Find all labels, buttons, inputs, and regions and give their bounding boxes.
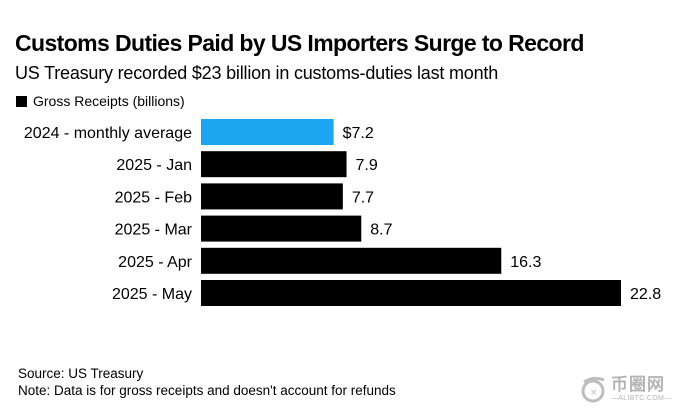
bar [201, 215, 362, 242]
legend-label: Gross Receipts (billions) [33, 93, 185, 109]
category-label: 2025 - Jan [116, 157, 192, 174]
value-label: 8.7 [370, 222, 392, 239]
value-label: 22.8 [630, 286, 661, 303]
bar-chart: 2024 - monthly average $7.2 2025 - Jan 7.9 2… [24, 119, 661, 306]
category-label: 2024 - monthly average [24, 125, 192, 142]
bar [201, 280, 621, 306]
category-label: 2025 - Apr [118, 254, 193, 271]
value-label: 7.7 [352, 189, 374, 206]
data-note: Note: Data is for gross receipts and doe… [18, 383, 396, 398]
category-label: 2025 - May [112, 286, 192, 303]
legend: Gross Receipts (billions) [16, 93, 185, 109]
category-label: 2025 - Feb [115, 189, 192, 206]
bar [201, 119, 334, 145]
bar [201, 183, 343, 210]
value-label: 16.3 [510, 254, 541, 271]
bar [201, 247, 502, 274]
value-label: $7.2 [343, 125, 374, 142]
category-label: 2025 - Mar [115, 222, 193, 239]
legend-swatch [16, 95, 27, 107]
watermark-en: —ALIBTC.COM— [611, 394, 672, 402]
source-note: Source: US Treasury [18, 366, 144, 381]
alibtc-logo-icon: × [581, 376, 605, 403]
chart-subtitle: US Treasury recorded $23 billion in cust… [15, 63, 499, 83]
watermark: × 币圈网 —ALIBTC.COM— [578, 374, 671, 404]
svg-text:×: × [590, 388, 598, 398]
bar [201, 151, 347, 178]
chart-title: Customs Duties Paid by US Importers Surg… [15, 30, 584, 56]
watermark-cn: 币圈网 [611, 374, 665, 394]
value-label: 7.9 [356, 157, 378, 174]
